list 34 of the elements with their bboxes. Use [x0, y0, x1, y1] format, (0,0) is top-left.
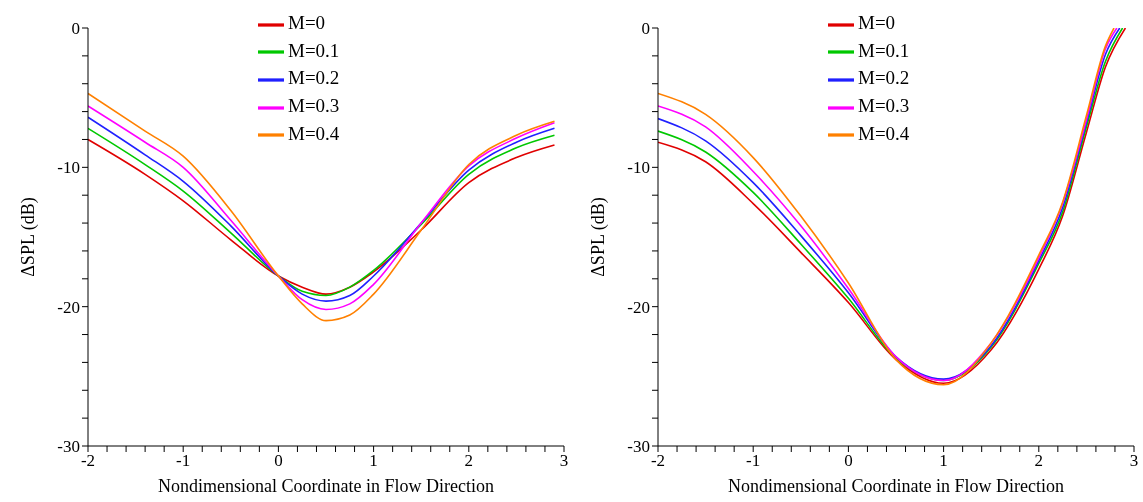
x-tick-label: -2 [650, 451, 666, 471]
y-tick-label: -30 [57, 437, 80, 457]
legend-label: M=0.1 [288, 39, 340, 61]
x-tick-label: 0 [844, 451, 853, 471]
legend-label: M=0.3 [858, 94, 910, 116]
legend-label: M=0 [288, 12, 326, 33]
legend-label: M=0 [858, 12, 896, 33]
y-tick-label: -20 [57, 297, 80, 317]
x-tick-label: -2 [80, 451, 96, 471]
y-tick-label: -10 [57, 158, 80, 178]
x-tick-label: -1 [746, 451, 761, 471]
y-tick-label: 0 [641, 19, 650, 39]
y-axis-title: ΔSPL (dB) [588, 197, 610, 277]
x-tick-label: -1 [176, 451, 191, 471]
y-tick-label: 0 [71, 19, 80, 39]
x-tick-label: 1 [939, 451, 948, 471]
x-tick-label: 2 [464, 451, 474, 471]
legend-label: M=0.1 [858, 39, 910, 61]
legend-label: M=0.2 [858, 67, 910, 89]
y-tick-label: -10 [627, 158, 650, 178]
legend-label: M=0.4 [858, 122, 910, 144]
x-axis-title: Nondimensional Coordinate in Flow Direction [158, 476, 494, 496]
x-tick-label: 2 [1034, 451, 1044, 471]
x-tick-label: 1 [369, 451, 378, 471]
x-tick-label: 3 [559, 451, 569, 471]
y-tick-label: -30 [627, 437, 650, 457]
x-tick-label: 3 [1129, 451, 1139, 471]
legend-label: M=0.2 [288, 67, 340, 89]
y-tick-label: -20 [627, 297, 650, 317]
x-axis-title: Nondimensional Coordinate in Flow Direction [728, 476, 1064, 496]
x-tick-label: 0 [274, 451, 283, 471]
legend-label: M=0.4 [288, 122, 340, 144]
legend-label: M=0.3 [288, 94, 340, 116]
y-axis-title: ΔSPL (dB) [18, 197, 40, 277]
